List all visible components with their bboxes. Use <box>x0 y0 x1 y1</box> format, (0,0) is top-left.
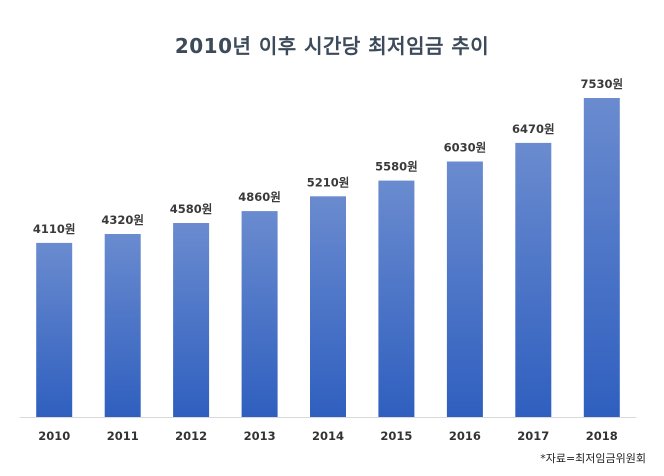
data-label-2015: 5580원 <box>375 160 418 174</box>
x-tick-2016: 2016 <box>449 429 481 443</box>
data-label-2017: 6470원 <box>512 122 555 136</box>
data-label-2010: 4110원 <box>33 222 76 236</box>
chart-title: 2010년 이후 시간당 최저임금 추이 <box>174 34 490 58</box>
x-tick-2017: 2017 <box>517 429 549 443</box>
source-note: *자료=최저임금위원회 <box>540 452 646 465</box>
bars-group <box>36 98 620 417</box>
data-label-2011: 4320원 <box>101 213 144 227</box>
data-label-2012: 4580원 <box>170 202 213 216</box>
bar-2015 <box>378 180 415 417</box>
x-tick-2011: 2011 <box>107 429 139 443</box>
data-label-2018: 7530원 <box>581 77 624 91</box>
x-tick-2010: 2010 <box>38 429 70 443</box>
x-tick-2012: 2012 <box>175 429 207 443</box>
bar-2012 <box>173 223 210 417</box>
bar-2011 <box>104 234 141 417</box>
bar-2016 <box>446 161 483 417</box>
x-tick-2014: 2014 <box>312 429 344 443</box>
bar-2010 <box>36 242 73 417</box>
x-tick-2013: 2013 <box>244 429 276 443</box>
bar-2017 <box>515 142 552 417</box>
bar-2013 <box>241 211 278 417</box>
data-label-2013: 4860원 <box>238 190 281 204</box>
x-axis-tick-labels: 2010 2011 2012 2013 2014 2015 2016 2017 2018 <box>38 429 618 443</box>
x-tick-2018: 2018 <box>586 429 618 443</box>
data-labels-group: 4110원 4320원 4580원 4860원 5210원 5580원 6030원 6470원… <box>33 77 623 236</box>
x-tick-2015: 2015 <box>380 429 412 443</box>
data-label-2014: 5210원 <box>307 175 350 189</box>
bar-2018 <box>583 98 620 417</box>
data-label-2016: 6030원 <box>444 141 487 155</box>
bar-2014 <box>310 196 346 417</box>
